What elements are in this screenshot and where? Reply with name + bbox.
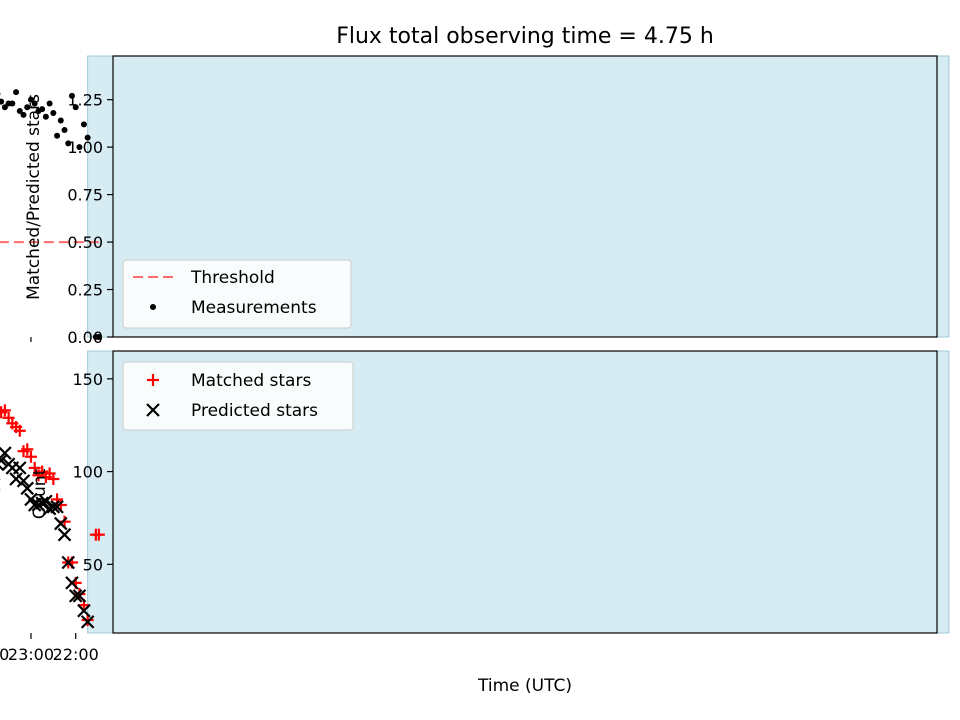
legend-matched-label: Matched stars <box>191 371 311 391</box>
top-panel: 0.000.250.500.751.001.25 Matched/Predict… <box>0 55 950 347</box>
top-legend: Threshold Measurements <box>122 259 352 329</box>
predicted-star-point <box>24 492 38 507</box>
measurement-point <box>13 89 20 96</box>
measurement-point <box>46 100 53 107</box>
top-x-ticks <box>30 337 77 342</box>
matched-stars-series <box>0 404 105 627</box>
measurement-point <box>31 100 38 107</box>
legend-matched-swatch <box>147 374 159 386</box>
predicted-star-point <box>80 615 95 629</box>
measurement-point <box>54 132 61 139</box>
legend-predicted-label: Predicted stars <box>191 401 318 421</box>
measurement-point <box>92 334 99 340</box>
measurement-point <box>16 108 23 115</box>
measurement-point <box>0 98 5 105</box>
predicted-star-point <box>61 555 76 570</box>
predicted-star-point <box>42 501 57 516</box>
top-y-axis-label: Matched/Predicted stars <box>24 94 44 300</box>
matched-star-point <box>58 515 71 528</box>
measurement-point <box>42 113 49 120</box>
predicted-star-point <box>31 498 46 512</box>
measurement-point <box>57 117 64 124</box>
legend-threshold-label: Threshold <box>190 268 275 288</box>
bottom-x-tick-label: 00:00 <box>0 645 9 664</box>
predicted-star-point <box>77 603 91 618</box>
bottom-y-tick-label: 50 <box>83 555 103 574</box>
matched-star-point <box>2 411 15 424</box>
bottom-legend: Matched stars Predicted stars <box>122 361 354 431</box>
bottom-legend-box <box>122 361 354 431</box>
bottom-x-tick-label: 23:00 <box>8 645 54 664</box>
predicted-star-point <box>9 472 23 486</box>
predicted-star-point <box>0 446 12 460</box>
measurement-point <box>20 111 27 118</box>
legend-predicted-swatch <box>146 403 160 417</box>
bottom-y-tick-label: 150 <box>72 370 103 389</box>
predicted-star-point <box>54 516 68 531</box>
predicted-star-point <box>0 457 5 471</box>
top-y-tick-label: 0.25 <box>67 281 103 300</box>
x-axis-label: Time (UTC) <box>477 676 572 696</box>
matched-star-point <box>0 409 4 412</box>
measurement-point <box>68 92 75 99</box>
measurements-series <box>0 89 102 340</box>
measurement-point <box>24 104 31 111</box>
predicted-star-point <box>1 457 16 471</box>
matched-star-point <box>28 461 41 474</box>
top-y-tick-label: 0.50 <box>67 233 103 252</box>
measurement-point <box>65 140 72 147</box>
predicted-star-point <box>46 500 61 514</box>
predicted-star-point <box>65 576 79 590</box>
bottom-y-axis-label: Count <box>30 468 50 519</box>
measurement-point <box>72 104 79 111</box>
measurement-point <box>61 127 68 134</box>
predicted-star-point <box>20 481 35 496</box>
predicted-star-point <box>72 589 87 603</box>
legend-measurements-label: Measurements <box>191 298 317 318</box>
predicted-star-point <box>68 589 83 603</box>
measurement-point <box>80 121 87 128</box>
measurement-point <box>27 96 34 103</box>
top-axes-frame <box>112 55 938 338</box>
measurement-point <box>76 144 83 151</box>
bottom-axes-frame <box>112 350 938 634</box>
matched-star-point <box>24 450 37 463</box>
measurement-point <box>1 104 8 111</box>
bottom-x-tick-label: 22:00 <box>53 645 99 664</box>
measurement-point <box>35 108 42 115</box>
matched-star-point <box>73 588 86 601</box>
matched-star-point <box>17 445 30 458</box>
measurement-point <box>50 109 57 116</box>
top-y-tick-label: 0.75 <box>67 186 103 205</box>
matched-star-point <box>32 469 45 482</box>
chart-title: Flux total observing time = 4.75 h <box>336 24 714 49</box>
bottom-y-ticks: 50 100 150 <box>72 370 113 574</box>
top-y-tick-label: 1.00 <box>67 138 103 157</box>
measurement-point <box>84 134 91 141</box>
legend-measurements-swatch <box>150 304 156 310</box>
matched-star-point <box>89 528 102 541</box>
predicted-stars-series <box>0 446 95 629</box>
top-legend-box <box>122 259 352 329</box>
top-y-tick-label: 0.00 <box>67 328 103 347</box>
predicted-star-point <box>57 527 72 542</box>
predicted-star-point <box>39 494 53 509</box>
bottom-y-tick-label: 100 <box>72 463 103 482</box>
matched-star-point <box>0 406 8 419</box>
measurement-point <box>5 100 12 107</box>
